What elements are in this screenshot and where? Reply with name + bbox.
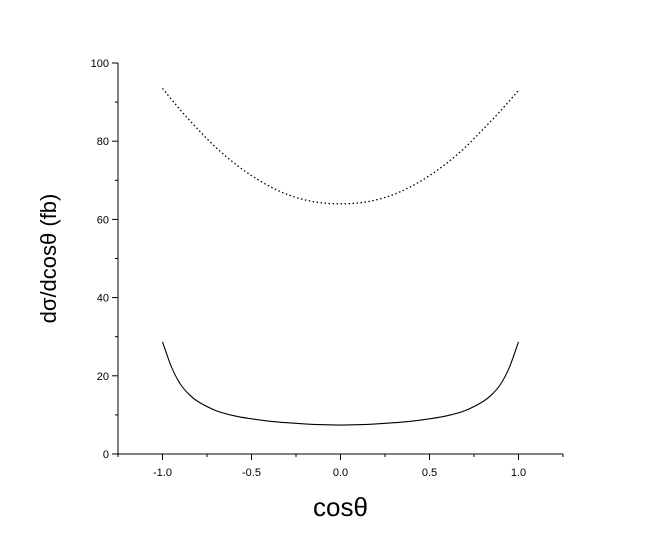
x-axis-title: cosθ [313,492,368,522]
x-tick-label: 0.5 [422,467,437,479]
y-tick-label: 100 [91,58,109,70]
y-tick-label: 0 [103,449,109,461]
series-layer [161,87,520,426]
y-tick-label: 40 [97,293,109,305]
y-tick-label: 20 [97,371,109,383]
x-tick-label: 0.0 [333,467,348,479]
y-tick-label: 80 [97,136,109,148]
ticks: 0 20 40 60 80 100 -1.0 -0.5 0.0 0.5 1.0 [91,58,564,479]
y-tick-label: 60 [97,214,109,226]
x-tick-label: 1.0 [511,467,526,479]
series-line-solid [161,341,520,426]
y-axis-title: dσ/dcosθ (fb) [36,194,61,324]
series-line-dotted [161,87,519,205]
x-tick-label: -0.5 [242,467,261,479]
x-tick-label: -1.0 [153,467,172,479]
axes [117,63,563,455]
